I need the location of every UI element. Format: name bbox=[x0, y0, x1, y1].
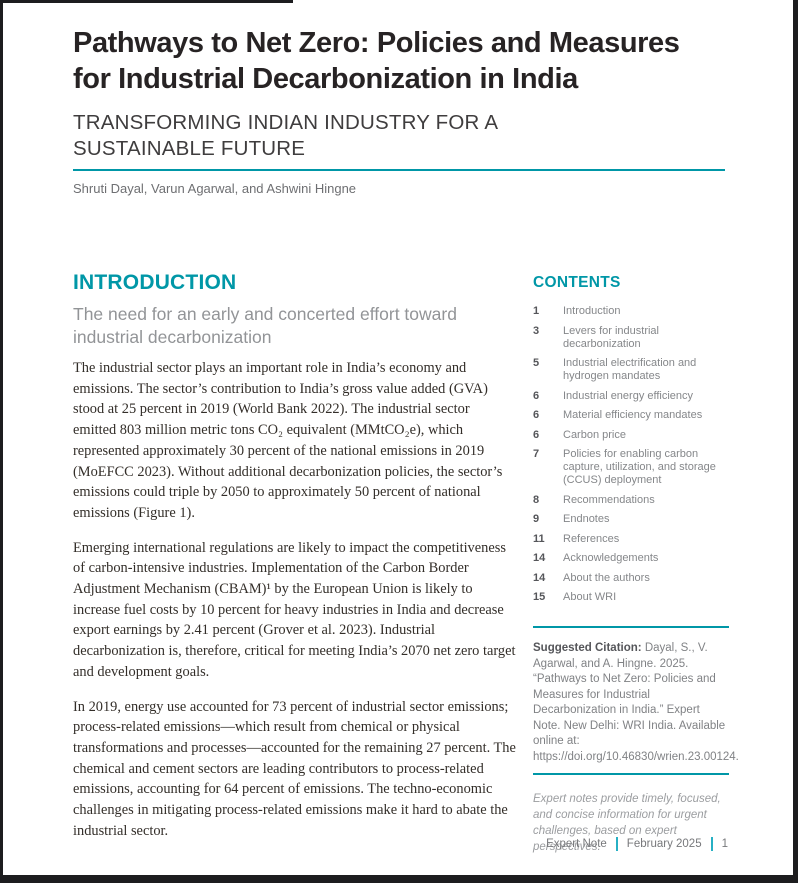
document-subtitle: TRANSFORMING INDIAN INDUSTRY FOR A SUSTA… bbox=[73, 111, 498, 160]
page-header: Pathways to Net Zero: Policies and Measu… bbox=[73, 25, 733, 196]
accent-divider bbox=[73, 169, 725, 171]
expert-note-description: Expert notes provide timely, focused, an… bbox=[533, 793, 721, 853]
toc-label: Recommendations bbox=[563, 493, 655, 506]
paragraph-2: Emerging international regulations are l… bbox=[73, 539, 516, 680]
main-column: INTRODUCTION The need for an early and c… bbox=[73, 271, 516, 855]
footer-page-number: 1 bbox=[721, 838, 728, 850]
toc-label: Industrial electrification and hydrogen … bbox=[563, 357, 697, 382]
toc-page-number: 15 bbox=[533, 591, 546, 603]
suggested-citation: Suggested Citation: Dayal, S., V. Agarwa… bbox=[533, 641, 739, 765]
contents-heading: CONTENTS bbox=[533, 274, 621, 291]
toc-label: Carbon price bbox=[563, 428, 626, 441]
toc-page-number: 14 bbox=[533, 552, 546, 564]
toc-label: Levers for industrial decarbonization bbox=[563, 324, 659, 350]
page-footer: Expert Note February 2025 1 bbox=[546, 837, 728, 851]
footer-separator bbox=[710, 837, 713, 851]
toc-label: Acknowledgements bbox=[563, 552, 659, 564]
toc-label: About WRI bbox=[563, 591, 617, 603]
citation-label: Suggested Citation: bbox=[533, 642, 642, 654]
page-edge-shadow bbox=[3, 0, 293, 3]
toc-page-number: 3 bbox=[533, 324, 540, 337]
toc-item[interactable]: 6 Material efficiency mandates bbox=[533, 409, 729, 422]
toc-page-number: 9 bbox=[533, 513, 540, 525]
toc-label: Introduction bbox=[563, 305, 621, 317]
toc-label: References bbox=[563, 532, 620, 545]
toc-item[interactable]: 9 Endnotes bbox=[533, 513, 729, 526]
toc-page-number: 8 bbox=[533, 493, 540, 506]
footer-doc-type: Expert Note bbox=[546, 838, 607, 850]
toc-item[interactable]: 8 Recommendations bbox=[533, 494, 729, 507]
toc-label: About the authors bbox=[563, 571, 650, 584]
toc-label: Endnotes bbox=[563, 513, 610, 525]
toc-item[interactable]: 7 Policies for enabling carbon capture, u… bbox=[533, 448, 729, 487]
toc-item[interactable]: 1 Introduction bbox=[533, 305, 729, 318]
toc-item[interactable]: 5 Industrial electrification and hydrogen… bbox=[533, 357, 729, 383]
toc-page-number: 14 bbox=[533, 571, 546, 584]
toc-item[interactable]: 15 About WRI bbox=[533, 591, 729, 604]
toc-item[interactable]: 14 Acknowledgements bbox=[533, 552, 729, 565]
toc-item[interactable]: 14 About the authors bbox=[533, 572, 729, 585]
contents-list: 1 Introduction 3 Levers for industrial deca… bbox=[533, 305, 729, 604]
introduction-heading: INTRODUCTION bbox=[73, 271, 237, 294]
paragraph-3: In 2019, energy use accounted for 73 per… bbox=[73, 698, 516, 839]
toc-page-number: 6 bbox=[533, 389, 540, 402]
toc-page-number: 5 bbox=[533, 357, 540, 369]
document-page: Pathways to Net Zero: Policies and Measu… bbox=[3, 0, 793, 875]
toc-item[interactable]: 11 References bbox=[533, 533, 729, 546]
toc-page-number: 1 bbox=[533, 305, 540, 317]
citation-text: Dayal, S., V. Agarwal, and A. Hingne. 20… bbox=[533, 642, 739, 763]
document-title: Pathways to Net Zero: Policies and Measu… bbox=[73, 27, 680, 95]
toc-page-number: 11 bbox=[533, 532, 545, 545]
toc-label: Policies for enabling carbon capture, ut… bbox=[563, 448, 716, 486]
footer-date: February 2025 bbox=[626, 838, 702, 850]
sidebar-divider-top bbox=[533, 626, 729, 628]
toc-label: Material efficiency mandates bbox=[563, 409, 703, 421]
authors-byline: Shruti Dayal, Varun Agarwal, and Ashwini… bbox=[73, 181, 357, 196]
toc-page-number: 6 bbox=[533, 409, 540, 421]
toc-page-number: 6 bbox=[533, 428, 540, 441]
toc-label: Industrial energy efficiency bbox=[563, 389, 694, 402]
toc-page-number: 7 bbox=[533, 448, 540, 460]
footer-separator bbox=[615, 837, 618, 851]
sidebar: CONTENTS 1 Introduction 3 Levers for indust… bbox=[533, 274, 739, 855]
sidebar-divider-bottom bbox=[533, 773, 729, 775]
introduction-subheading: The need for an early and concerted effo… bbox=[73, 304, 457, 347]
toc-item[interactable]: 6 Carbon price bbox=[533, 429, 729, 442]
paragraph-1: The industrial sector plays an important… bbox=[73, 360, 503, 521]
toc-item[interactable]: 3 Levers for industrial decarbonization bbox=[533, 325, 729, 351]
toc-item[interactable]: 6 Industrial energy efficiency bbox=[533, 390, 729, 403]
introduction-body: The industrial sector plays an important… bbox=[73, 358, 516, 841]
